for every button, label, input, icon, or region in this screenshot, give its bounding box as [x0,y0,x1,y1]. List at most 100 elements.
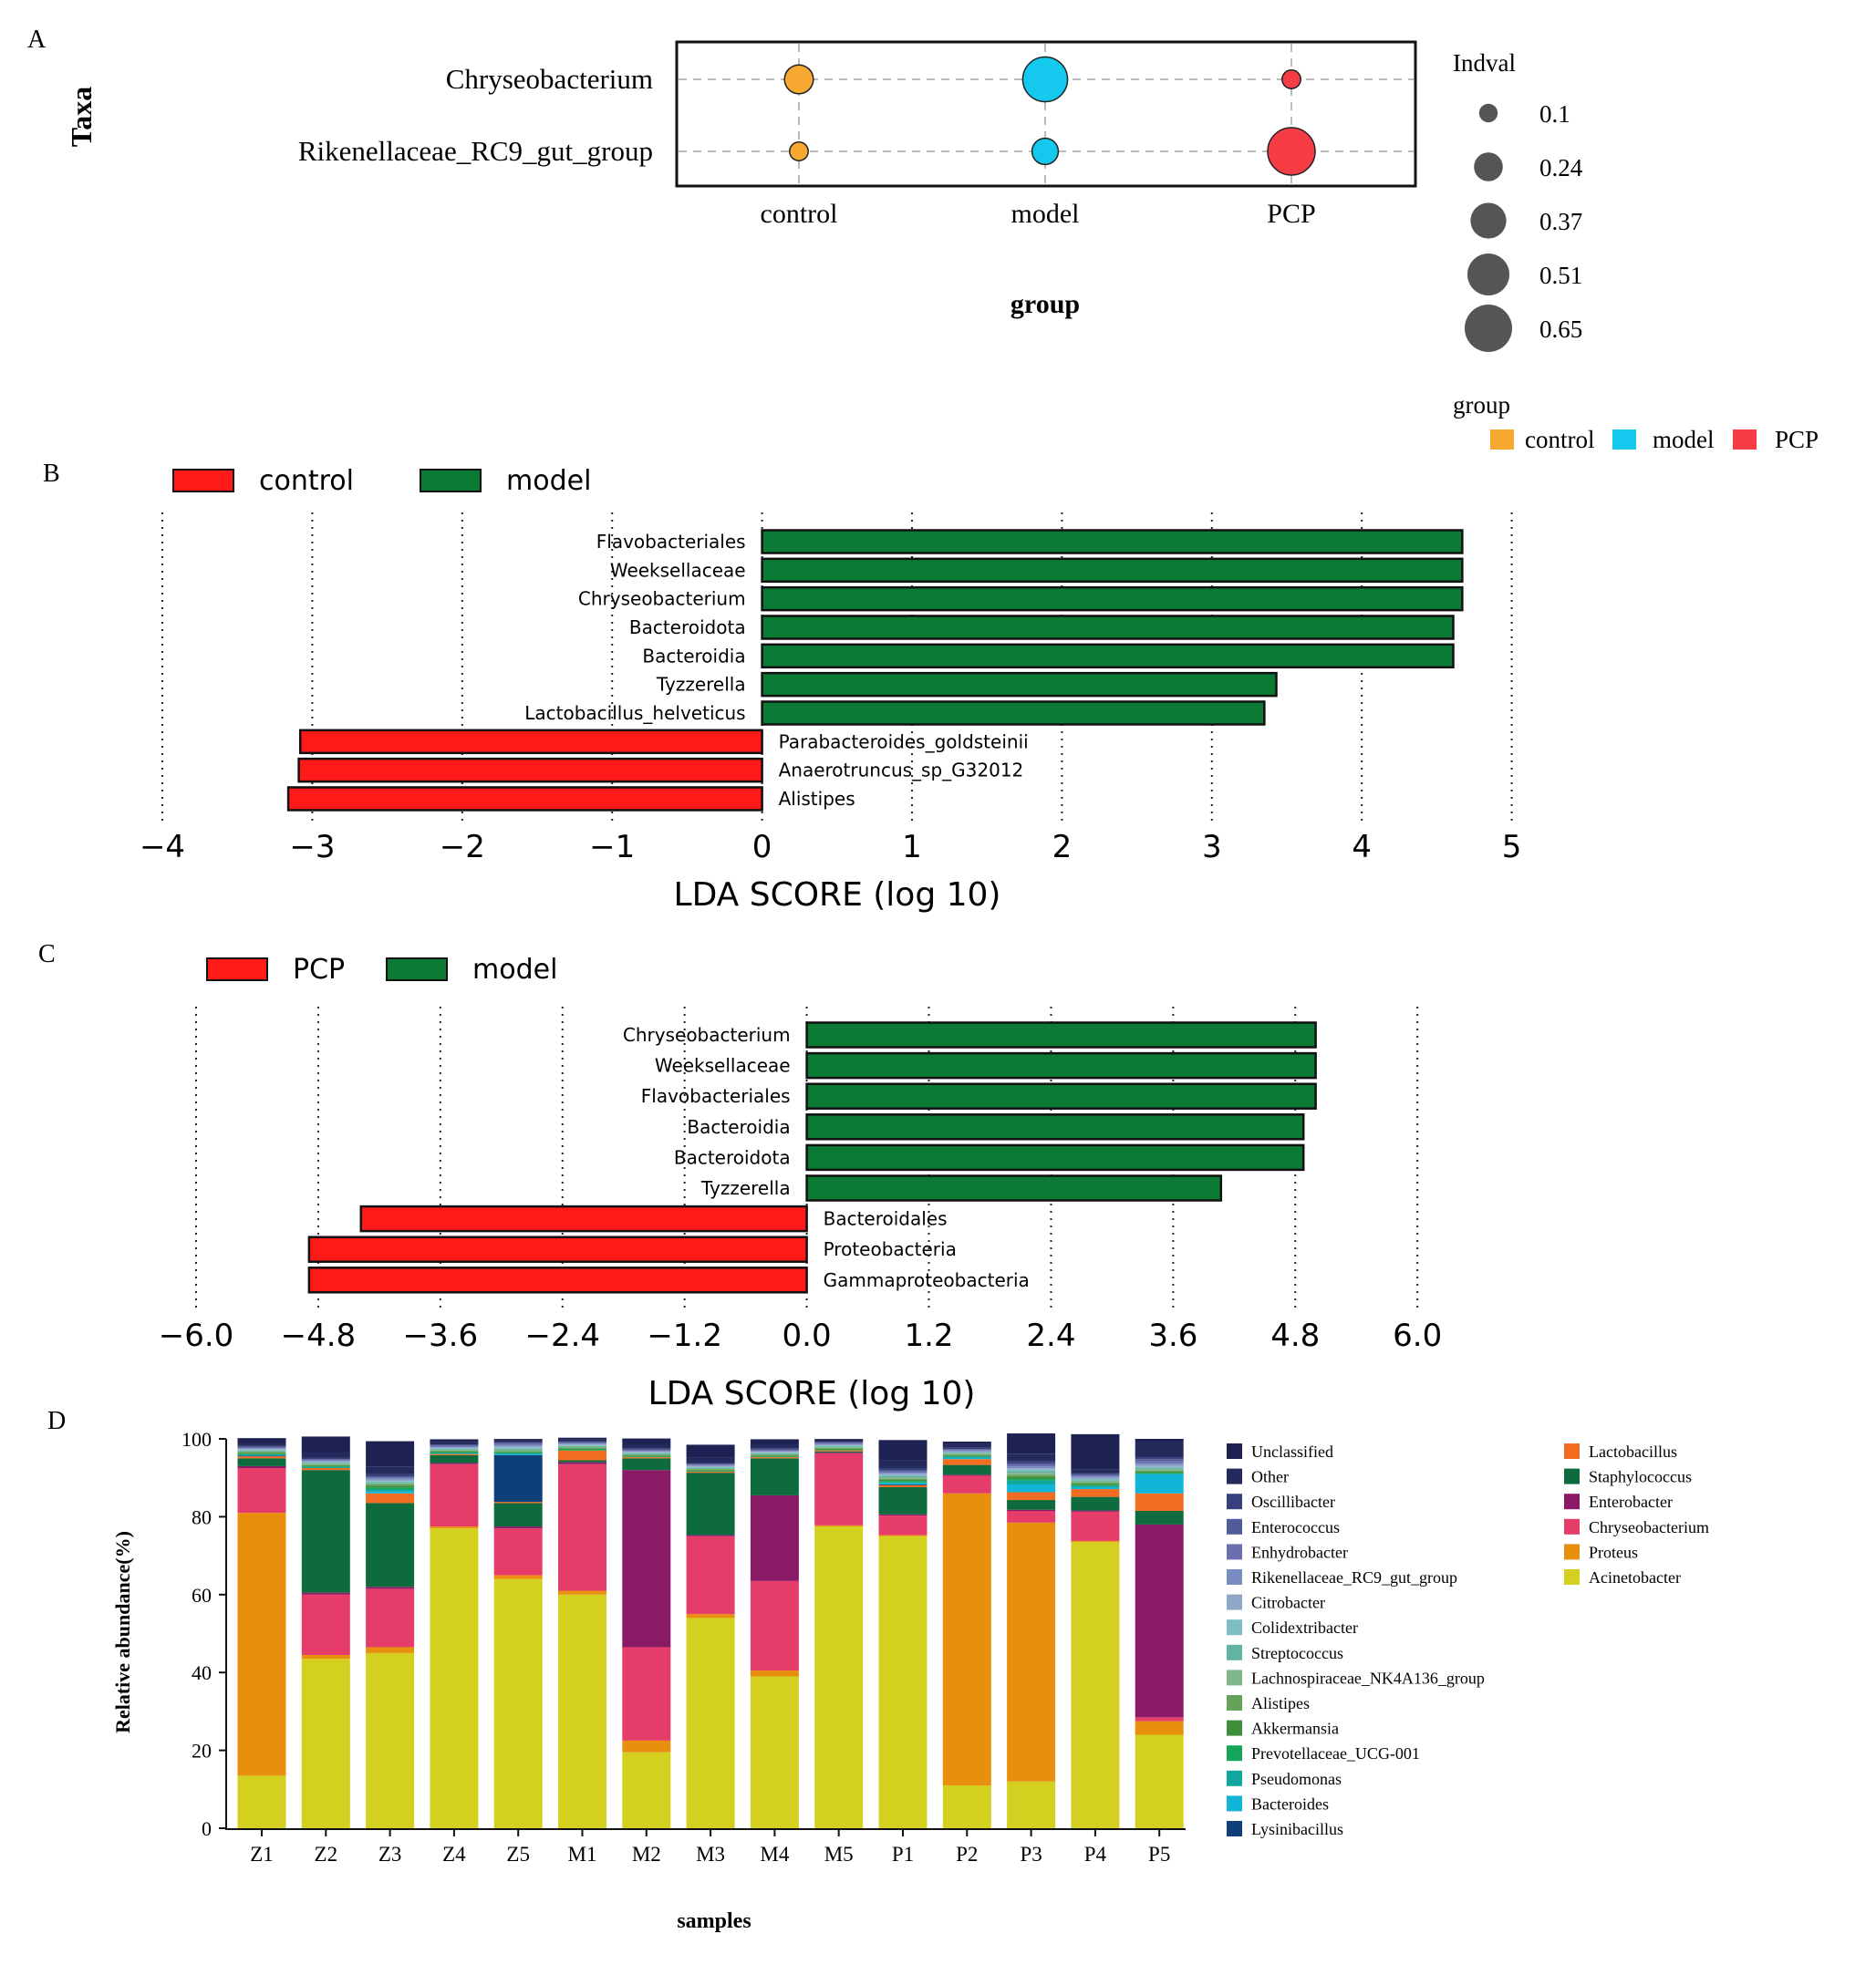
bar-z4-enterococcus [430,1444,479,1446]
x-tick-4: −1.2 [647,1318,722,1354]
x-tick-p1: P1 [892,1843,914,1866]
bar-p3-akkermansia [1007,1476,1056,1479]
x-tick-2: −2 [440,829,485,865]
bar-label-weeksellaceae: Weeksellaceae [610,559,746,581]
bar-p3-chryseobacterium [1007,1510,1056,1523]
bar-p4-staphylococcus [1071,1496,1120,1511]
bar-label-bacteroidia: Bacteroidia [687,1116,790,1138]
legend-swatch-streptococcus [1227,1644,1242,1660]
legend-swatch-citrobacter [1227,1594,1242,1610]
bar-m4-enterococcus [750,1449,799,1451]
bar-m4-oscillibacter [750,1448,799,1450]
bar-m4-rikenellaceae-rc9-gut-group [750,1451,799,1453]
bar-m3-acinetobacter [686,1618,735,1828]
bar-p4-colidextribacter [1071,1478,1120,1481]
bar-m3-enterobacter [686,1535,735,1536]
bar-m4-prevotellaceae-ucg-001 [750,1456,799,1458]
bar-z4-proteus [430,1526,479,1529]
bar-z5-acinetobacter [493,1578,543,1828]
bar-p2-akkermansia [942,1454,991,1456]
bar-m4-other [750,1443,799,1449]
bar-chryseobacterium [761,585,1464,612]
bar-m3-prevotellaceae-ucg-001 [686,1471,735,1472]
x-tick-7: 3 [1202,829,1222,865]
bar-p5-lactobacillus [1135,1493,1184,1511]
bar-m1-rikenellaceae-rc9-gut-group [558,1443,606,1444]
panel-a-y-title: Taxa [65,87,98,147]
bar-m1-staphylococcus [558,1460,606,1463]
bar-z2-staphylococcus [301,1470,350,1593]
bar-p3-streptococcus [1007,1471,1056,1474]
bar-m5-enhydrobacter [814,1443,864,1444]
bar-m3-citrobacter [686,1465,735,1467]
bar-z5-pseudomonas [493,1453,543,1455]
x-tick-8: 4 [1352,829,1372,865]
bar-m1-akkermansia [558,1448,606,1450]
indval-size-legend: 0.1 0.24 0.37 0.51 0.65 [1465,100,1583,352]
bar-m2-alistipes [622,1454,671,1456]
bar-label-tyzzerella: Tyzzerella [700,1177,791,1199]
x-tick-m2: M2 [632,1843,661,1866]
bar-p5-bacteroides [1135,1474,1184,1494]
x-tick-3: −1 [589,829,635,865]
bar-z1-lachnospiraceae-nk4a136-group [237,1451,286,1453]
panel-d-legend: Unclassified Other Oscillibacter Enterococc… [1227,1443,1709,1838]
x-tick-z1: Z1 [250,1843,274,1866]
bar-anaerotruncus-sp-g32012 [297,757,763,783]
bar-z2-enterococcus [301,1459,350,1461]
bar-p3-prevotellaceae-ucg-001 [1007,1478,1056,1481]
bar-z1-lysinibacillus [237,1455,286,1457]
bar-z3-acinetobacter [366,1652,415,1828]
y-tick-40: 40 [192,1661,212,1684]
bar-flavobacteriales [805,1082,1317,1110]
bar-z3-enterobacter [366,1587,415,1589]
panel-b-legend: control model [172,465,591,497]
bar-z2-pseudomonas [301,1466,350,1469]
y-tick-20: 20 [192,1740,212,1763]
bar-z3-other [366,1466,415,1474]
x-tick-0: −4 [140,829,185,865]
bar-m3-rikenellaceae-rc9-gut-group [686,1465,735,1466]
bar-p3-unclassified [1007,1433,1056,1454]
bar-m4-staphylococcus [750,1458,799,1495]
bar-p4-unclassified [1071,1433,1120,1470]
bar-m5-chryseobacterium [814,1453,864,1525]
group-legend-swatch-model [1612,429,1636,450]
bar-z3-unclassified [366,1441,415,1467]
bar-z1-colidextribacter [237,1449,286,1451]
bar-z4-colidextribacter [430,1448,479,1450]
point-rikenellaceae-rc9-gut-group-control [789,141,809,161]
bar-z5-unclassified [493,1439,543,1440]
bar-z1-enhydrobacter [237,1447,286,1449]
legend-swatch-lactobacillus [1564,1443,1580,1459]
legend-label-citrobacter: Citrobacter [1251,1594,1325,1612]
panel-a-plot-frame [675,40,1417,188]
y-tick-60: 60 [192,1584,212,1607]
bar-m2-other [622,1443,671,1449]
bar-alistipes [286,786,763,812]
bar-p1-oscillibacter [878,1468,928,1471]
bar-m5-oscillibacter [814,1441,864,1443]
bar-m3-other [686,1457,735,1463]
bar-m4-chryseobacterium [750,1580,799,1671]
legend-label-oscillibacter: Oscillibacter [1251,1493,1335,1511]
bar-p2-enterobacter [942,1474,991,1476]
x-tick-8: 3.6 [1148,1318,1197,1354]
bar-m1-citrobacter [558,1443,606,1445]
bar-z2-acinetobacter [301,1659,350,1828]
bar-label-gammaproteobacteria: Gammaproteobacteria [824,1269,1030,1291]
bar-p1-alistipes [878,1478,928,1480]
bar-p4-rikenellaceae-rc9-gut-group [1071,1476,1120,1478]
panel-d-x-title: samples [677,1909,751,1933]
bar-z2-unclassified [301,1436,350,1453]
bar-z5-akkermansia [493,1452,543,1453]
bar-z4-citrobacter [430,1447,479,1449]
bar-z5-citrobacter [493,1446,543,1448]
group-legend-swatch-pcp [1733,429,1757,450]
panel-c-x-title: LDA SCORE (log 10) [648,1375,976,1412]
x-tick-1: −3 [289,829,335,865]
bar-z1-proteus [237,1513,286,1776]
indval-legend-label-4: 0.65 [1539,315,1582,343]
bar-z4-staphylococcus [430,1454,479,1463]
